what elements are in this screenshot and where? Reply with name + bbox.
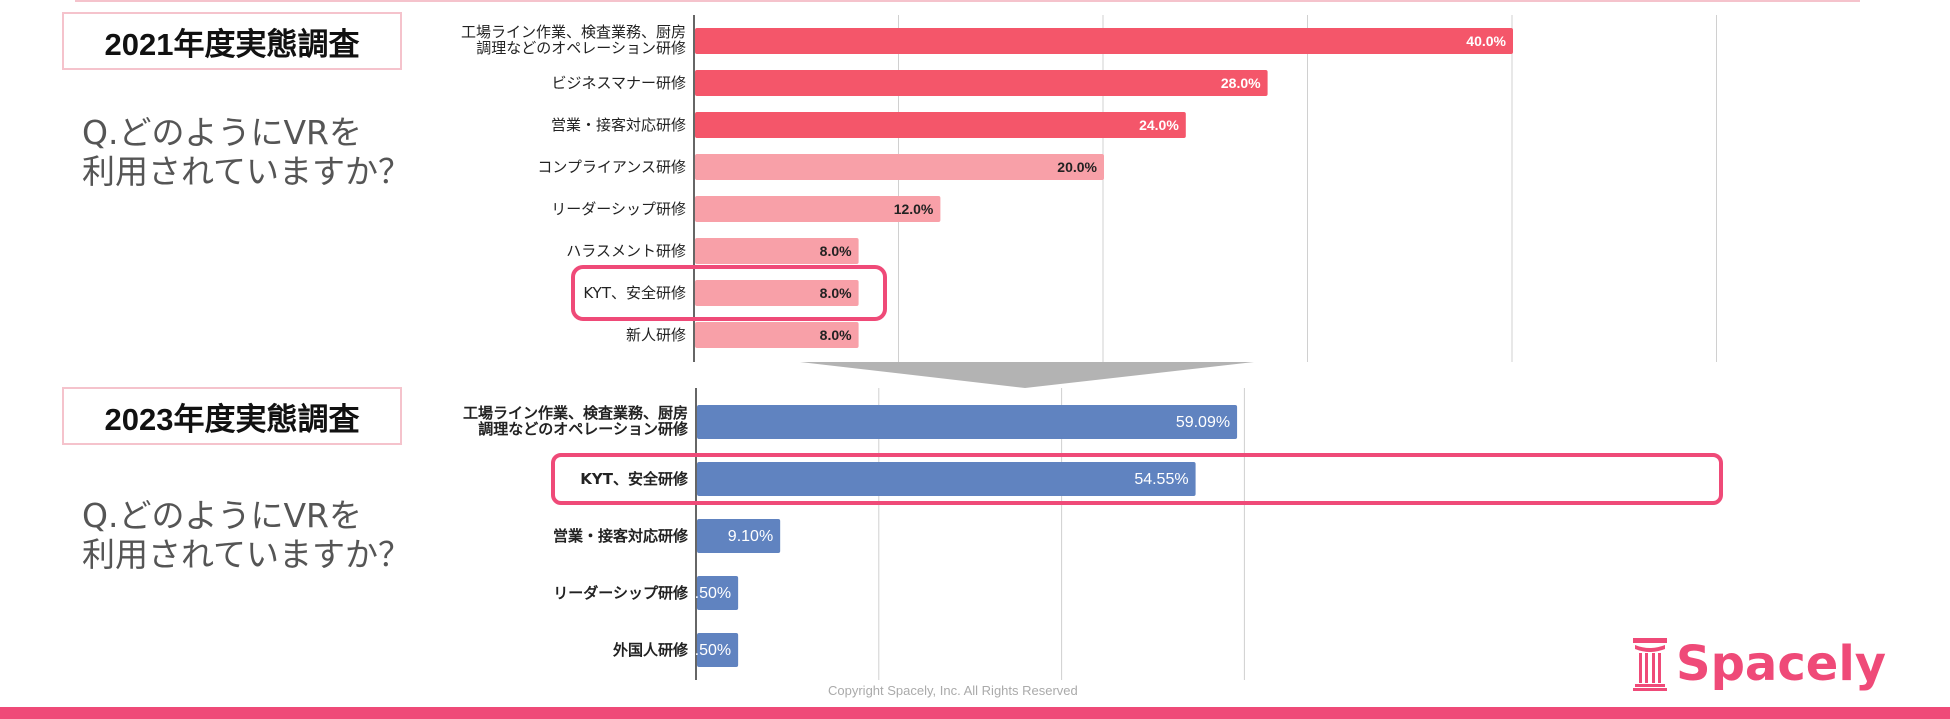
highlight-box: [571, 265, 887, 321]
data-label: 28.0%: [1221, 75, 1261, 91]
data-label: 20.0%: [1057, 159, 1097, 175]
bottom-bar: [0, 707, 1950, 719]
category-label: 調理などのオペレーション研修: [478, 420, 689, 438]
data-label: 54.55%: [1134, 471, 1188, 488]
question-2021-line1: Q.どのようにVRを: [82, 113, 362, 152]
category-label: 新人研修: [626, 326, 686, 344]
category-label: リーダーシップ研修: [551, 200, 686, 218]
survey-2023-title: 2023年度実態調査: [62, 387, 402, 445]
bar: [695, 28, 1513, 54]
category-label: ビジネスマナー研修: [551, 74, 686, 92]
transition-arrow: [800, 362, 1254, 388]
survey-2023-title-text: 2023年度実態調査: [104, 401, 360, 437]
question-2021: Q.どのようにVRを 利用されていますか？: [82, 113, 411, 191]
copyright-text: Copyright Spacely, Inc. All Rights Reser…: [828, 683, 1078, 698]
category-label: KYT、安全研修: [583, 284, 686, 302]
data-label: 9.10%: [728, 528, 773, 545]
question-2023-line1: Q.どのようにVRを: [82, 496, 362, 535]
data-label: 24.0%: [1139, 117, 1179, 133]
survey-2021-title-text: 2021年度実態調査: [104, 26, 360, 62]
data-label: 8.0%: [820, 285, 852, 301]
category-label: 営業・接客対応研修: [551, 116, 686, 134]
spacely-logo: Spacely: [1632, 636, 1886, 692]
highlight-box: [551, 453, 1723, 505]
survey-2021-title: 2021年度実態調査: [62, 12, 402, 70]
bar: [695, 112, 1186, 138]
question-2021-line2: 利用されていますか？: [82, 152, 412, 191]
category-label: 工場ライン作業、検査業務、厨房: [463, 404, 688, 422]
category-label: コンプライアンス研修: [537, 158, 686, 176]
category-label: 調理などのオペレーション研修: [476, 39, 686, 57]
logo-text: Spacely: [1676, 636, 1887, 692]
bar: [695, 280, 859, 306]
bar: [697, 576, 739, 610]
question-2023: Q.どのようにVRを 利用されていますか？: [82, 496, 411, 574]
bar: [695, 154, 1104, 180]
question-2023-line2: 利用されていますか？: [82, 535, 412, 574]
data-label: 59.09%: [1176, 414, 1230, 431]
category-label: 営業・接客対応研修: [553, 527, 689, 545]
bar: [695, 322, 859, 348]
bar: [695, 70, 1268, 96]
category-label: リーダーシップ研修: [553, 584, 689, 602]
bar: [697, 633, 739, 667]
data-label: 8.0%: [820, 243, 852, 259]
category-label: 工場ライン作業、検査業務、厨房: [461, 23, 686, 41]
data-label: 4.50%: [686, 642, 731, 659]
bar: [695, 238, 859, 264]
bar: [697, 519, 781, 553]
category-label: ハラスメント研修: [566, 242, 686, 260]
pillar-icon: [1633, 638, 1667, 691]
top-rule: [75, 0, 1860, 2]
data-label: 40.0%: [1466, 33, 1506, 49]
bar: [695, 196, 941, 222]
category-label: 外国人研修: [612, 641, 689, 659]
category-label: KYT、安全研修: [580, 470, 689, 488]
data-label: 4.50%: [686, 585, 731, 602]
data-label: 12.0%: [894, 201, 934, 217]
bar: [697, 405, 1238, 439]
data-label: 8.0%: [820, 327, 852, 343]
bar: [697, 462, 1196, 496]
